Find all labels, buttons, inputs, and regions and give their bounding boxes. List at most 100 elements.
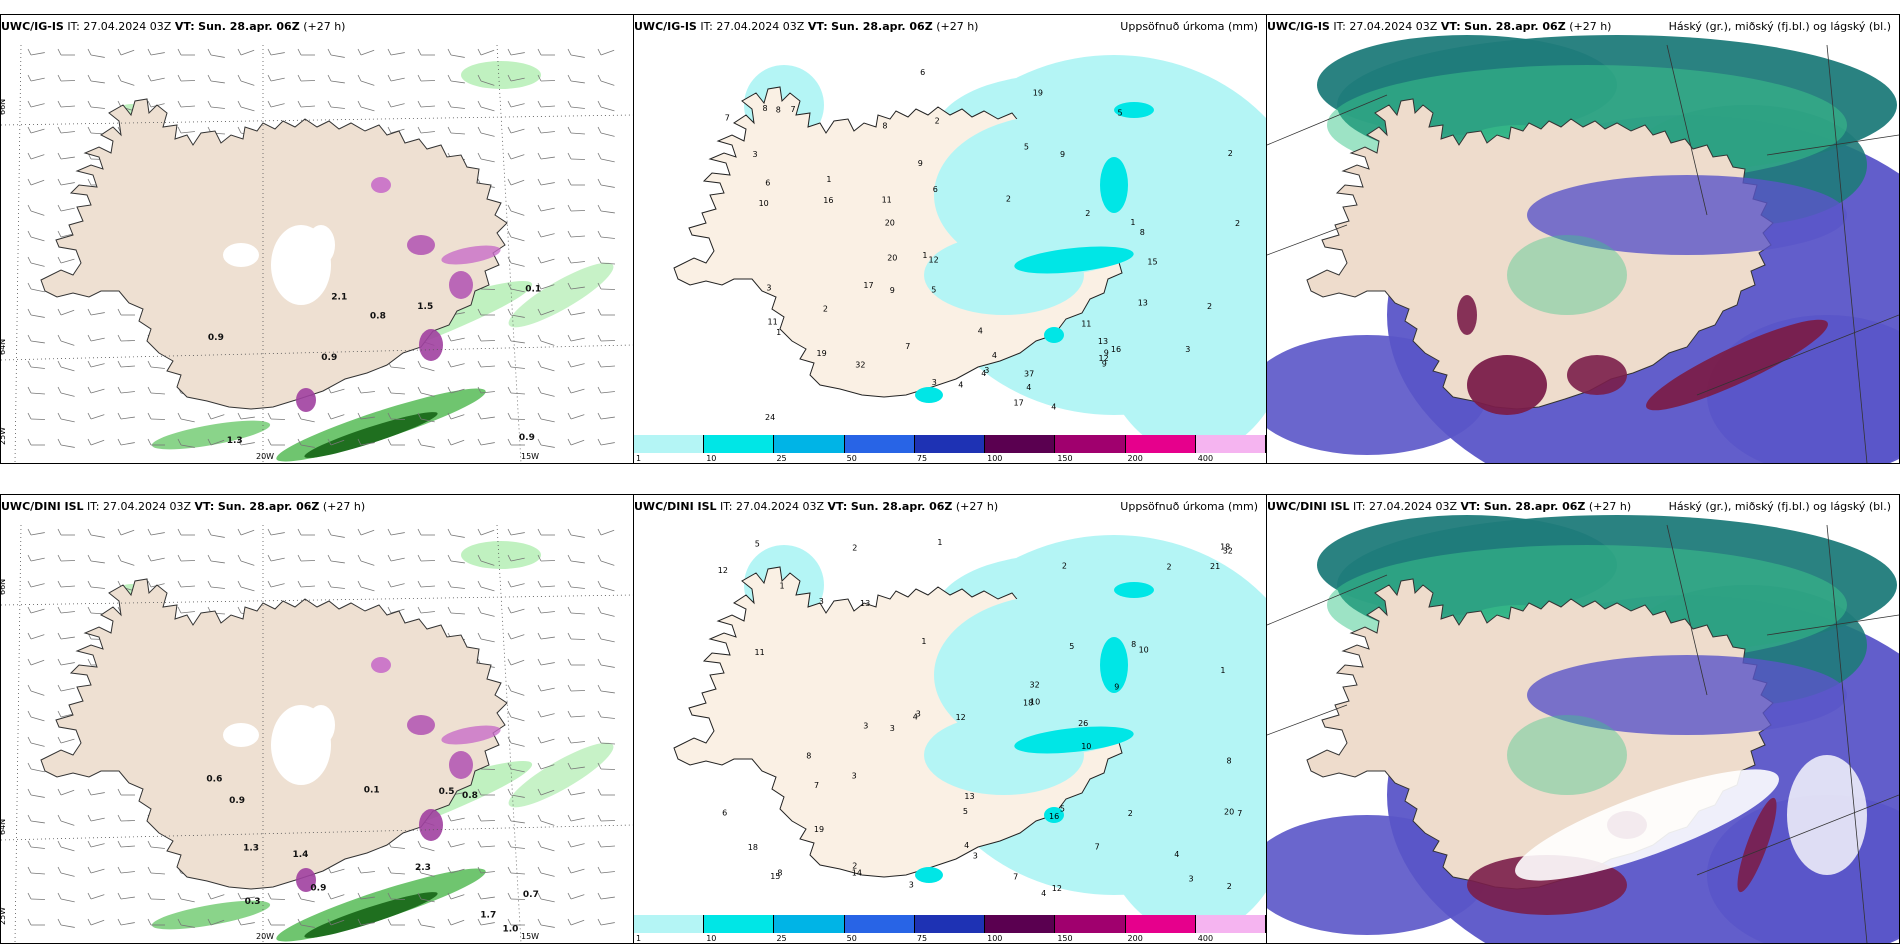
value-label: 0.8 bbox=[462, 791, 478, 801]
value-label: 0.9 bbox=[310, 884, 326, 894]
value-label: 7 bbox=[1095, 843, 1100, 852]
value-label: 7 bbox=[791, 105, 796, 114]
valid-label: VT: bbox=[1460, 500, 1481, 513]
value-label: 20 bbox=[885, 219, 895, 228]
value-label: 4 bbox=[1051, 402, 1056, 411]
header-bot-right: UWC/DINI ISL IT: 27.04.2024 03Z VT: Sun.… bbox=[1267, 500, 1897, 516]
init-time: IT: 27.04.2024 03Z bbox=[720, 500, 825, 513]
value-label: 2 bbox=[1235, 219, 1240, 228]
lead-time: (+27 h) bbox=[1569, 20, 1612, 33]
legend-swatch bbox=[704, 435, 775, 453]
mid-clouds-land bbox=[1507, 655, 1847, 795]
init-time: IT: 27.04.2024 03Z bbox=[67, 20, 172, 33]
legend-tick: 1 bbox=[636, 454, 642, 463]
valid-label: VT: bbox=[174, 20, 195, 33]
wind-map-top: 66N 64N 20W 15W 25W 0.9 0.9 0.1 0.9 1.5 1.3 2.1 0.8 bbox=[1, 15, 633, 463]
value-label: 1.3 bbox=[227, 436, 243, 446]
legend-tick: 25 bbox=[776, 934, 787, 943]
value-label: 1.5 bbox=[417, 302, 433, 312]
value-label: 9 bbox=[1102, 359, 1107, 368]
value-label: 20 bbox=[887, 253, 897, 262]
value-label: 3 bbox=[984, 366, 989, 375]
value-label: 1.3 bbox=[243, 843, 259, 853]
value-label: 12 bbox=[1052, 884, 1062, 893]
value-label: 0.9 bbox=[519, 433, 535, 443]
legend-tick: 200 bbox=[1127, 454, 1143, 463]
value-label: 0.1 bbox=[364, 786, 380, 796]
value-label: 5 bbox=[1118, 108, 1123, 117]
lead-time: (+27 h) bbox=[936, 20, 979, 33]
value-label: 5 bbox=[1069, 642, 1074, 651]
header-bot-mid: UWC/DINI ISL IT: 27.04.2024 03Z VT: Sun.… bbox=[634, 500, 1264, 516]
valid-label: VT: bbox=[194, 500, 215, 513]
panel-bot-right bbox=[1266, 494, 1900, 944]
value-label: 17 bbox=[1014, 399, 1024, 408]
legend-tick: 100 bbox=[987, 934, 1003, 943]
init-time: IT: 27.04.2024 03Z bbox=[1333, 20, 1438, 33]
value-label: 21 bbox=[1210, 562, 1220, 571]
field-title: Háský (gr.), miðský (fj.bl.) og lágský (… bbox=[1668, 20, 1891, 33]
panel-top-mid: 3 4 2 7 2 1 3 3 1 1 2 3 4 4 5 4 13 9 2 8 7 15 16 20 37 32 19 17 8 11 8… bbox=[633, 14, 1267, 464]
mid-clouds-land bbox=[1507, 175, 1847, 315]
panel-bot-left: 66N 64N 20W 15W 25W 1.0 1.3 2.3 0.6 0.7 0.9 0.3 1.4 0… bbox=[0, 494, 634, 944]
header-top-mid: UWC/IG-IS IT: 27.04.2024 03Z VT: Sun. 28… bbox=[634, 20, 1264, 36]
value-label: 8 bbox=[763, 104, 768, 113]
value-label: 3 bbox=[1189, 875, 1194, 884]
value-label: 3 bbox=[863, 722, 868, 731]
model-name: UWC/DINI ISL bbox=[1, 500, 84, 513]
valid-label: VT: bbox=[827, 500, 848, 513]
lon-label-20: 20W bbox=[256, 932, 274, 941]
value-label: 1.0 bbox=[503, 925, 519, 935]
value-label: 4 bbox=[1041, 889, 1046, 898]
panel-top-left: 66N 64N 20W 15W 25W 0.9 0.9 0.1 0.9 1.5 1.3 2.1 0.8 bbox=[0, 14, 634, 464]
legend-swatch bbox=[1055, 915, 1126, 933]
legend-swatch bbox=[985, 915, 1056, 933]
value-label: 0.9 bbox=[321, 353, 337, 363]
value-label: 2.3 bbox=[415, 863, 431, 873]
value-label: 12 bbox=[956, 713, 966, 722]
wind-map-bottom: 66N 64N 20W 15W 25W 1.0 1.3 2.3 0.6 0.7 0.9 0.3 1.4 0… bbox=[1, 495, 633, 943]
panel-bot-mid: 3 4 2 7 2 1 3 3 1 1 2 3 3 5 2 18 11 14 3 12 16 32 32 15 10 8 6 7 5 10… bbox=[633, 494, 1267, 944]
value-label: 5 bbox=[963, 807, 968, 816]
value-label: 2 bbox=[1227, 882, 1232, 891]
value-label: 1 bbox=[921, 637, 926, 646]
legend-swatch bbox=[1125, 435, 1196, 453]
value-label: 19 bbox=[814, 825, 824, 834]
legend-tick: 50 bbox=[846, 454, 857, 463]
legend-swatch bbox=[844, 915, 915, 933]
value-label: 9 bbox=[890, 286, 895, 295]
lon-label-20: 20W bbox=[256, 452, 274, 461]
value-label: 0.8 bbox=[370, 311, 386, 321]
value-label: 12 bbox=[1099, 354, 1109, 363]
legend-swatch bbox=[774, 435, 845, 453]
value-label: 3 bbox=[890, 724, 895, 733]
wind-value-labels: 0.9 0.9 0.1 0.9 1.5 1.3 2.1 0.8 bbox=[208, 284, 541, 445]
value-label: 2 bbox=[1128, 809, 1133, 818]
legend-swatch bbox=[1125, 915, 1196, 933]
value-label: 5 bbox=[931, 286, 936, 295]
value-label: 8 bbox=[1227, 757, 1232, 766]
value-label: 0.9 bbox=[229, 796, 245, 806]
value-label: 8 bbox=[1131, 640, 1136, 649]
value-label: 11 bbox=[768, 318, 778, 327]
value-label: 4 bbox=[978, 327, 983, 336]
legend-tick: 400 bbox=[1197, 454, 1214, 463]
legend-swatch bbox=[634, 435, 705, 453]
precip-map-bottom: 3427213311233521811143121632321510867510… bbox=[634, 495, 1266, 915]
value-label: 3 bbox=[916, 709, 921, 718]
value-label: 20 bbox=[1224, 808, 1234, 817]
value-label: 10 bbox=[1081, 742, 1091, 751]
value-label: 5 bbox=[1060, 805, 1065, 814]
lat-label-64: 64N bbox=[1, 819, 7, 835]
lon-label-15: 15W bbox=[521, 452, 539, 461]
field-title: Uppsöfnuð úrkoma (mm) bbox=[1120, 500, 1258, 513]
value-label: 3 bbox=[819, 597, 824, 606]
precip-legend-bottom: 1 10 25 50 75 100 150 200 400 bbox=[634, 915, 1266, 943]
legend-tick: 200 bbox=[1127, 934, 1143, 943]
value-label: 6 bbox=[920, 68, 925, 77]
cloud-map-bottom bbox=[1267, 495, 1899, 943]
value-label: 15 bbox=[770, 872, 780, 881]
legend-tick: 1 bbox=[636, 934, 642, 943]
value-label: 3 bbox=[766, 283, 771, 292]
value-label: 18 bbox=[1220, 543, 1230, 552]
